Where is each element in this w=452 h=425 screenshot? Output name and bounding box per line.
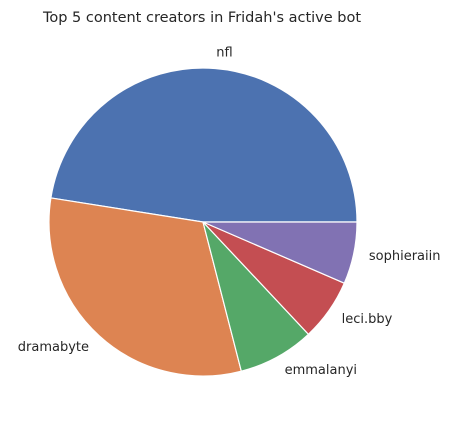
pie-label-sophieraiin: sophieraiin	[369, 249, 441, 264]
pie-slice-dramabyte	[48, 197, 243, 377]
chart-title: Top 5 content creators in Fridah's activ…	[42, 10, 361, 26]
pie-slices	[48, 67, 358, 377]
pie-labels: nfl dramabyte emmalanyi leci.bby sophieraiin	[18, 46, 441, 378]
pie-slice-sophieraiin	[202, 221, 358, 284]
pie-label-nfl: nfl	[216, 46, 232, 61]
pie-label-dramabyte: dramabyte	[18, 340, 89, 355]
pie-slice-nfl	[50, 67, 358, 223]
pie-label-leci-bby: leci.bby	[342, 312, 393, 327]
pie-label-emmalanyi: emmalanyi	[285, 363, 357, 378]
